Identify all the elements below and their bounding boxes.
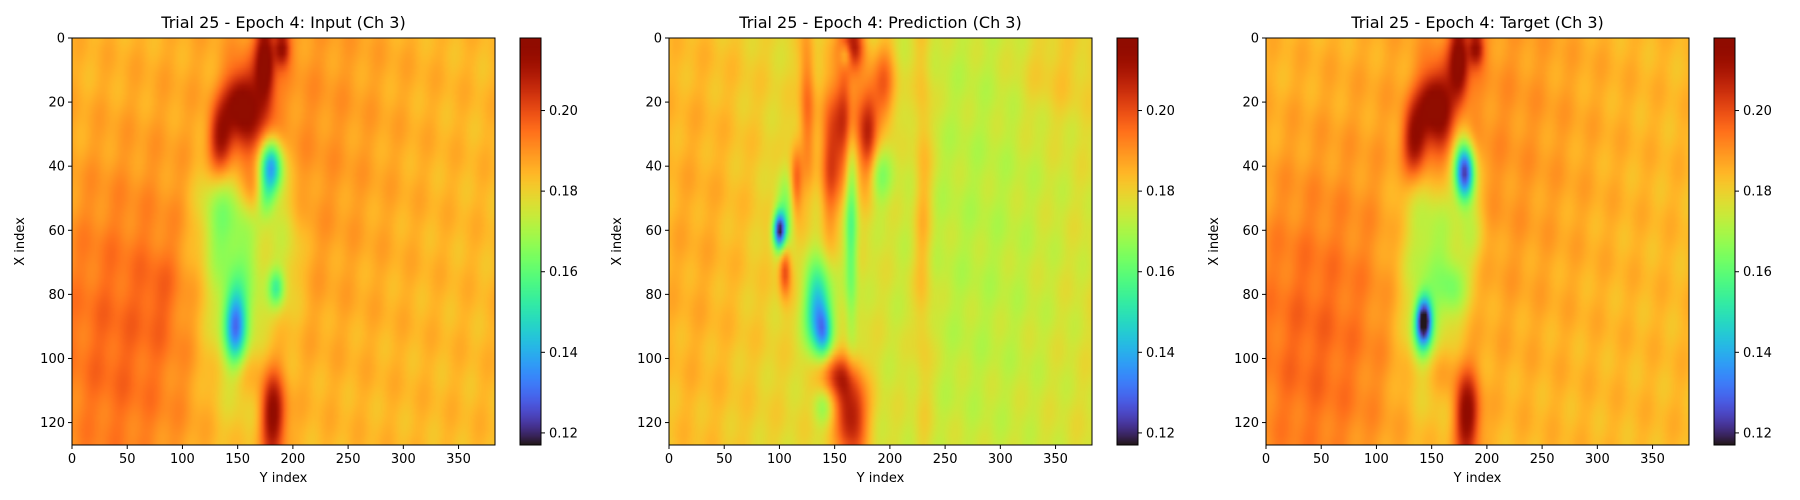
y-tick-label: 60 [645,224,662,239]
colorbar-tick-label: 0.20 [1146,104,1175,119]
x-axis-label: Y index [1453,471,1502,486]
x-tick-label: 50 [716,452,733,467]
colorbar-gradient [1117,38,1138,445]
y-tick-label: 40 [645,160,662,175]
heatmap-image-target [1266,38,1689,445]
y-tick-label: 120 [637,416,662,431]
y-tick-label: 20 [1242,96,1259,111]
heatmap-image-input [72,38,495,445]
colorbar-tick-label: 0.18 [1743,185,1772,200]
panel-input: Trial 25 - Epoch 4: Input (Ch 3) 0 50 100 15… [13,13,578,486]
x-tick-label: 0 [68,452,76,467]
x-tick-label: 0 [1262,452,1270,467]
x-tick-label: 300 [391,452,416,467]
y-tick-label: 0 [1251,32,1259,47]
y-tick-label: 80 [1242,288,1259,303]
x-tick-label: 300 [1585,452,1610,467]
y-tick-label: 60 [1242,224,1259,239]
y-tick-label: 80 [48,288,65,303]
y-tick-label: 0 [654,32,662,47]
colorbar-tick-label: 0.18 [549,185,578,200]
y-axis-label: X index [13,217,28,266]
colorbar-frame [519,37,542,446]
chart-title: Trial 25 - Epoch 4: Target (Ch 3) [1350,13,1603,32]
colorbar-tick-label: 0.16 [1146,265,1175,280]
colorbar-input: 0.12 0.14 0.16 0.18 0.20 [519,37,578,446]
colorbar-tick-label: 0.14 [549,346,578,361]
colorbar-tick-label: 0.12 [549,426,578,441]
y-tick-label: 100 [40,352,65,367]
x-tick-label: 350 [1640,452,1665,467]
x-tick-label: 0 [665,452,673,467]
x-axis-label: Y index [259,471,308,486]
x-tick-label: 250 [1530,452,1555,467]
x-tick-label: 250 [933,452,958,467]
x-tick-label: 300 [988,452,1013,467]
heatmap-image-prediction [669,38,1092,445]
y-tick-label: 60 [48,224,65,239]
x-tick-label: 150 [225,452,250,467]
colorbar-tick-label: 0.20 [549,104,578,119]
colorbar-tick-label: 0.20 [1743,104,1772,119]
colorbar-tick-label: 0.12 [1146,426,1175,441]
colorbar-target: 0.12 0.14 0.16 0.18 0.20 [1713,37,1772,446]
colorbar-tick-label: 0.18 [1146,185,1175,200]
y-tick-label: 80 [645,288,662,303]
panel-target: Trial 25 - Epoch 4: Target (Ch 3) 0 50 100 1… [1207,13,1772,486]
y-tick-label: 40 [48,160,65,175]
x-tick-label: 100 [1364,452,1389,467]
x-tick-label: 50 [119,452,136,467]
y-tick-label: 120 [40,416,65,431]
colorbar-tick-label: 0.12 [1743,426,1772,441]
y-tick-label: 120 [1234,416,1259,431]
x-tick-label: 350 [446,452,471,467]
chart-title: Trial 25 - Epoch 4: Input (Ch 3) [160,13,405,32]
x-tick-label: 350 [1043,452,1068,467]
y-tick-label: 0 [57,32,65,47]
x-tick-label: 200 [1474,452,1499,467]
colorbar-prediction: 0.12 0.14 0.16 0.18 0.20 [1116,37,1175,446]
y-axis-label: X index [1207,217,1222,266]
y-tick-label: 100 [1234,352,1259,367]
colorbar-frame [1116,37,1139,446]
colorbar-tick-label: 0.14 [1743,346,1772,361]
x-tick-label: 200 [877,452,902,467]
colorbar-tick-label: 0.14 [1146,346,1175,361]
x-tick-label: 100 [170,452,195,467]
colorbar-frame [1713,37,1736,446]
x-tick-label: 100 [767,452,792,467]
x-axis-label: Y index [856,471,905,486]
chart-title: Trial 25 - Epoch 4: Prediction (Ch 3) [738,13,1021,32]
y-tick-label: 20 [48,96,65,111]
x-tick-label: 200 [280,452,305,467]
y-axis-label: X index [610,217,625,266]
x-tick-label: 50 [1313,452,1330,467]
x-tick-label: 150 [822,452,847,467]
y-tick-label: 40 [1242,160,1259,175]
colorbar-gradient [1714,38,1735,445]
y-tick-label: 100 [637,352,662,367]
plot-frame [1265,37,1690,446]
panel-prediction: Trial 25 - Epoch 4: Prediction (Ch 3) 0 50… [610,13,1175,486]
colorbar-tick-label: 0.16 [1743,265,1772,280]
colorbar-tick-label: 0.16 [549,265,578,280]
plot-frame [71,37,496,446]
x-tick-label: 150 [1419,452,1444,467]
y-tick-label: 20 [645,96,662,111]
plot-frame [668,37,1093,446]
x-tick-label: 250 [336,452,361,467]
colorbar-gradient [520,38,541,445]
